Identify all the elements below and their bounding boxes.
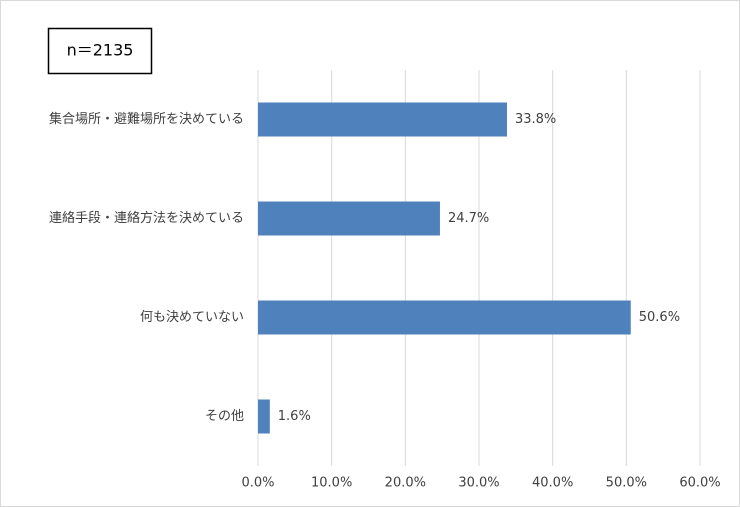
y-tick-label: 何も決めていない: [140, 309, 244, 325]
value-label: 1.6%: [278, 409, 311, 424]
x-tick-label: 0.0%: [241, 476, 274, 491]
annotation: n＝2135: [67, 41, 134, 60]
y-tick-label: 連絡手段・連絡方法を決めている: [49, 210, 244, 226]
annotation-box: [47, 27, 153, 75]
value-label: 50.6%: [639, 310, 680, 325]
y-tick-label: 集合場所・避難場所を決めている: [49, 111, 244, 127]
x-tick-label: 30.0%: [458, 476, 499, 491]
x-tick-label: 10.0%: [311, 476, 352, 491]
x-tick-label: 20.0%: [385, 476, 426, 491]
bar: [258, 399, 270, 434]
value-label: 24.7%: [448, 211, 489, 226]
x-tick-label: 40.0%: [532, 476, 573, 491]
x-tick-label: 50.0%: [606, 476, 647, 491]
y-tick-label: その他: [205, 409, 244, 424]
value-label: 33.8%: [515, 112, 556, 127]
bar: [258, 300, 631, 335]
bar: [258, 201, 440, 236]
x-tick-label: 60.0%: [679, 476, 720, 491]
bar: [258, 102, 507, 137]
